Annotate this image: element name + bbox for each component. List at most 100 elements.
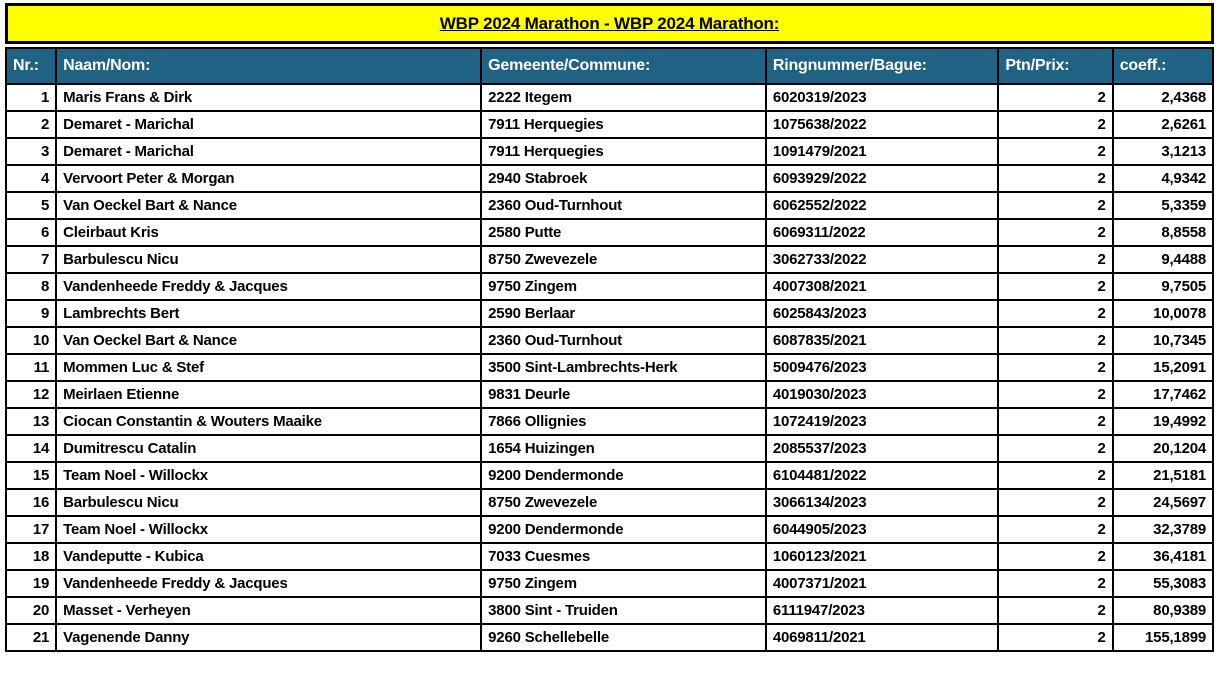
table-cell: 9750 Zingem (480, 569, 767, 598)
table-cell: 9200 Dendermonde (480, 515, 767, 544)
table-cell: 2 (997, 623, 1114, 652)
table-cell: 9200 Dendermonde (480, 461, 767, 490)
column-header-ringnummer: Ringnummer/Bague: (764, 47, 1000, 85)
column-header-ptn: Ptn/Prix: (997, 47, 1114, 85)
table-cell: 4 (4, 164, 58, 193)
table-cell: 8750 Zwevezele (480, 488, 767, 517)
table-cell: 21,5181 (1111, 461, 1215, 490)
table-cell: 9,4488 (1111, 245, 1215, 274)
table-cell: 3062733/2022 (764, 245, 1000, 274)
table-cell: 15,2091 (1111, 353, 1215, 382)
table-cell: 1060123/2021 (764, 542, 1000, 571)
table-row: 13 Ciocan Constantin & Wouters Maaike 7866… (4, 407, 1215, 436)
table-cell: 2 (997, 515, 1114, 544)
table-row: 6 Cleirbaut Kris 2580 Putte 6069311/2022 2 8,… (4, 218, 1215, 247)
table-cell: 1075638/2022 (764, 110, 1000, 139)
table-cell: 16 (4, 488, 58, 517)
table-cell: 2 (997, 542, 1114, 571)
table-cell: Meirlaen Etienne (55, 380, 483, 409)
table-cell: 2 (997, 110, 1114, 139)
table-cell: 36,4181 (1111, 542, 1215, 571)
table-cell: 4019030/2023 (764, 380, 1000, 409)
table-cell: 7033 Cuesmes (480, 542, 767, 571)
table-cell: Mommen Luc & Stef (55, 353, 483, 382)
table-cell: 2222 Itegem (480, 83, 767, 112)
table-cell: 8750 Zwevezele (480, 245, 767, 274)
table-cell: Barbulescu Nicu (55, 245, 483, 274)
table-cell: 1654 Huizingen (480, 434, 767, 463)
table-row: 21 Vagenende Danny 9260 Schellebelle 406981… (4, 623, 1215, 652)
table-row: 18 Vandeputte - Kubica 7033 Cuesmes 1060123… (4, 542, 1215, 571)
table-body: 1 Maris Frans & Dirk 2222 Itegem 6020319/20… (4, 83, 1215, 652)
table-cell: 6093929/2022 (764, 164, 1000, 193)
table-cell: Cleirbaut Kris (55, 218, 483, 247)
table-cell: 9260 Schellebelle (480, 623, 767, 652)
table-cell: 9 (4, 299, 58, 328)
table-cell: 7866 Ollignies (480, 407, 767, 436)
table-cell: 1072419/2023 (764, 407, 1000, 436)
table-cell: Masset - Verheyen (55, 596, 483, 625)
table-cell: 6044905/2023 (764, 515, 1000, 544)
table-cell: 17 (4, 515, 58, 544)
table-row: 15 Team Noel - Willockx 9200 Dendermonde 61… (4, 461, 1215, 490)
table-cell: Ciocan Constantin & Wouters Maaike (55, 407, 483, 436)
table-cell: 9750 Zingem (480, 272, 767, 301)
table-cell: 2 (997, 272, 1114, 301)
page-title: WBP 2024 Marathon - WBP 2024 Marathon: (439, 13, 780, 33)
table-row: 10 Van Oeckel Bart & Nance 2360 Oud-Turnho… (4, 326, 1215, 355)
table-cell: 4,9342 (1111, 164, 1215, 193)
header-row: Nr.: Naam/Nom: Gemeente/Commune: Ringnum… (4, 47, 1215, 85)
table-cell: Demaret - Marichal (55, 110, 483, 139)
table-cell: 6025843/2023 (764, 299, 1000, 328)
table-cell: 2 (997, 353, 1114, 382)
table-cell: 32,3789 (1111, 515, 1215, 544)
table-row: 3 Demaret - Marichal 7911 Herquegies 109147… (4, 137, 1215, 166)
table-cell: 55,3083 (1111, 569, 1215, 598)
results-table: Nr.: Naam/Nom: Gemeente/Commune: Ringnum… (4, 47, 1215, 652)
table-cell: 155,1899 (1111, 623, 1215, 652)
table-cell: Demaret - Marichal (55, 137, 483, 166)
table-cell: 2 (997, 299, 1114, 328)
table-cell: Team Noel - Willockx (55, 515, 483, 544)
table-cell: 7911 Herquegies (480, 110, 767, 139)
table-cell: 10 (4, 326, 58, 355)
table-cell: 2940 Stabroek (480, 164, 767, 193)
table-row: 12 Meirlaen Etienne 9831 Deurle 4019030/202… (4, 380, 1215, 409)
table-cell: 10,0078 (1111, 299, 1215, 328)
table-row: 8 Vandenheede Freddy & Jacques 9750 Zingem… (4, 272, 1215, 301)
table-row: 20 Masset - Verheyen 3800 Sint - Truiden 61… (4, 596, 1215, 625)
table-cell: 4007308/2021 (764, 272, 1000, 301)
table-cell: 2 (997, 191, 1114, 220)
table-cell: 20,1204 (1111, 434, 1215, 463)
table-cell: 2580 Putte (480, 218, 767, 247)
table-cell: 5 (4, 191, 58, 220)
table-cell: 11 (4, 353, 58, 382)
table-cell: 3 (4, 137, 58, 166)
table-cell: 2 (997, 218, 1114, 247)
table-cell: 2 (997, 83, 1114, 112)
table-row: 5 Van Oeckel Bart & Nance 2360 Oud-Turnhou… (4, 191, 1215, 220)
table-cell: 5,3359 (1111, 191, 1215, 220)
column-header-naam: Naam/Nom: (55, 47, 483, 85)
column-header-gemeente: Gemeente/Commune: (480, 47, 767, 85)
table-cell: 2 (997, 326, 1114, 355)
table-cell: 9,7505 (1111, 272, 1215, 301)
table-cell: 2085537/2023 (764, 434, 1000, 463)
table-row: 14 Dumitrescu Catalin 1654 Huizingen 208553… (4, 434, 1215, 463)
table-cell: Van Oeckel Bart & Nance (55, 326, 483, 355)
column-header-nr: Nr.: (4, 47, 58, 85)
table-cell: 2,6261 (1111, 110, 1215, 139)
table-cell: 2,4368 (1111, 83, 1215, 112)
table-cell: Dumitrescu Catalin (55, 434, 483, 463)
table-cell: 3800 Sint - Truiden (480, 596, 767, 625)
table-cell: 8,8558 (1111, 218, 1215, 247)
table-cell: 10,7345 (1111, 326, 1215, 355)
table-cell: 20 (4, 596, 58, 625)
table-cell: 1091479/2021 (764, 137, 1000, 166)
table-cell: 5009476/2023 (764, 353, 1000, 382)
table-row: 9 Lambrechts Bert 2590 Berlaar 6025843/2023… (4, 299, 1215, 328)
table-cell: 3,1213 (1111, 137, 1215, 166)
table-cell: 3066134/2023 (764, 488, 1000, 517)
table-cell: 2 (997, 461, 1114, 490)
table-cell: 8 (4, 272, 58, 301)
